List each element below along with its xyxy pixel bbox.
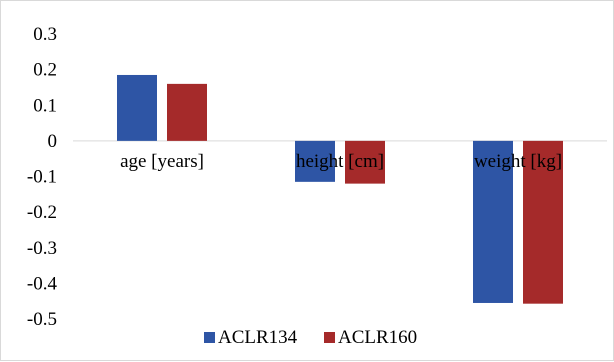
- bars-group: [117, 74, 563, 304]
- y-tick-label: -0.3: [27, 238, 57, 259]
- legend-label: ACLR160: [338, 327, 417, 348]
- y-tick-label: -0.2: [27, 202, 57, 223]
- legend-swatch: [204, 332, 215, 343]
- bar-aclr160-1: [345, 140, 385, 184]
- category-label: weight [kg]: [474, 151, 562, 172]
- y-tick-label: 0.1: [33, 95, 57, 116]
- bar-aclr134-2: [473, 140, 513, 303]
- legend-label: ACLR134: [218, 327, 298, 348]
- y-tick-label: -0.4: [27, 273, 58, 294]
- y-tick-label: 0.2: [33, 60, 57, 81]
- bar-aclr134-0: [117, 74, 157, 141]
- y-axis-ticks: 0.3 0.2 0.1 0 -0.1 -0.2 -0.3 -0.4 -0.5: [27, 24, 58, 330]
- y-tick-label: -0.1: [27, 167, 57, 188]
- category-labels: age [years] height [cm] weight [kg]: [120, 151, 562, 172]
- y-tick-label: -0.5: [27, 309, 57, 330]
- legend-swatch: [324, 332, 335, 343]
- bar-aclr134-1: [295, 140, 335, 182]
- category-label: age [years]: [120, 151, 204, 172]
- category-label: height [cm]: [296, 151, 384, 172]
- y-tick-label: 0: [48, 131, 58, 152]
- y-tick-label: 0.3: [33, 24, 57, 45]
- bar-aclr160-2: [523, 140, 563, 304]
- legend: ACLR134 ACLR160: [204, 327, 417, 348]
- bar-aclr160-0: [167, 83, 207, 141]
